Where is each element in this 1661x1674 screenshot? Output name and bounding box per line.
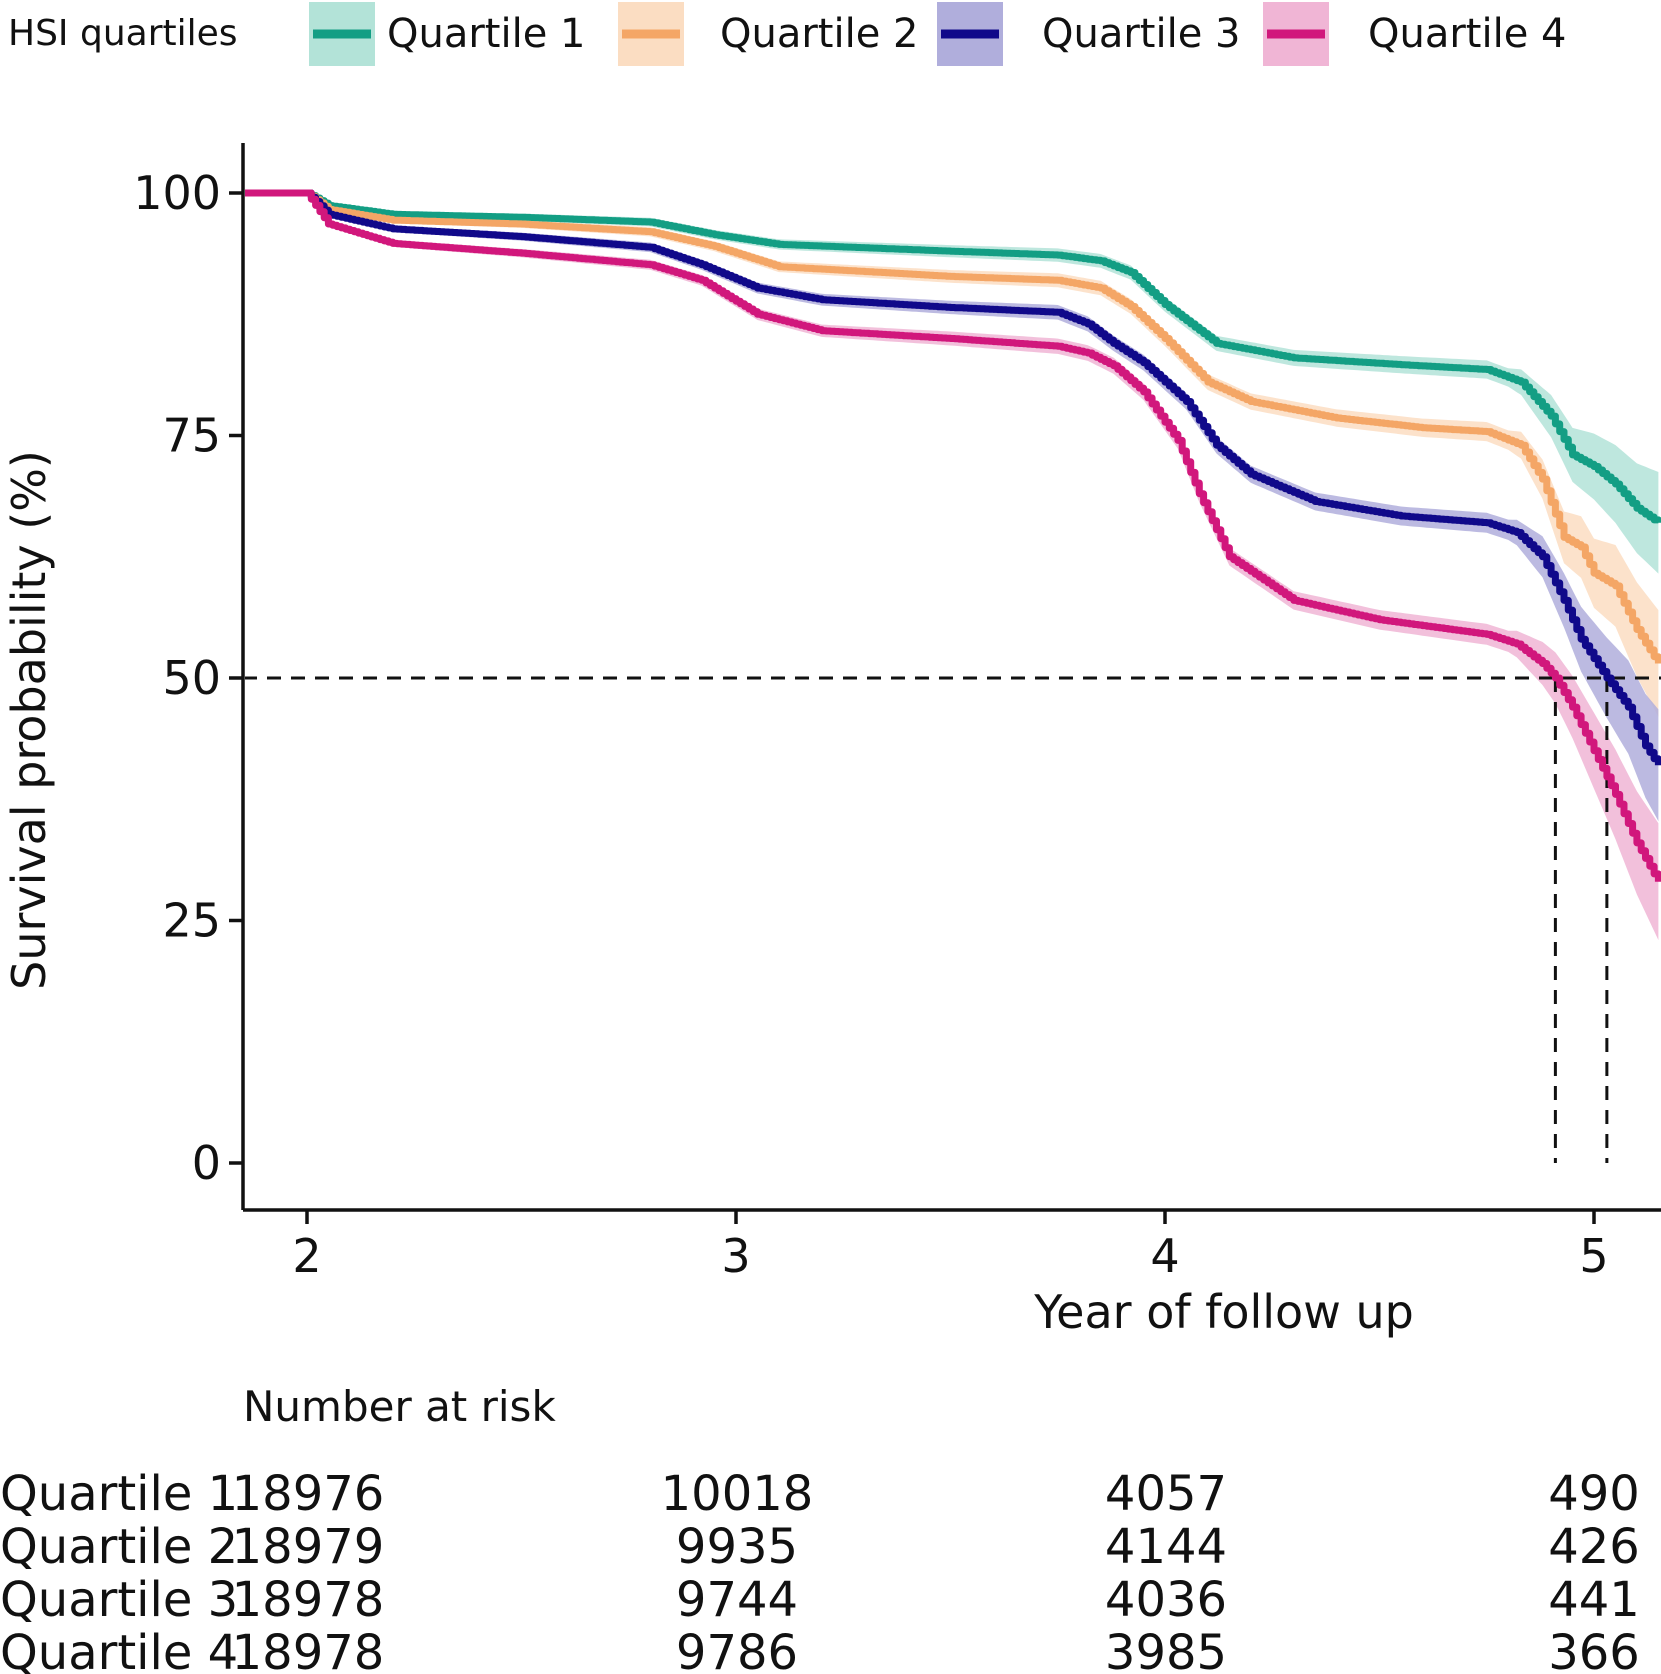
risk-row-label: Quartile 3 (0, 1572, 238, 1628)
risk-cell: 4057 (1105, 1466, 1227, 1522)
y-tick-label: 0 (192, 1136, 221, 1190)
legend-label-q4: Quartile 4 (1368, 11, 1566, 57)
risk-row-quartile-3: Quartile 3 18978 9744 4036 441 (0, 1572, 1640, 1628)
risk-cell: 18976 (232, 1466, 385, 1522)
risk-row-label: Quartile 2 (0, 1519, 238, 1575)
survival-curve-quartile-4 (245, 189, 1661, 882)
legend-label-q2: Quartile 2 (720, 11, 918, 57)
risk-row-quartile-4: Quartile 4 18978 9786 3985 366 (0, 1625, 1640, 1674)
survival-curve-quartile-2 (245, 189, 1661, 664)
legend-item-quartile-1: Quartile 1 (309, 2, 585, 66)
risk-table-title: Number at risk (243, 1382, 556, 1431)
risk-cell: 9786 (676, 1625, 798, 1674)
confidence-bands (245, 193, 1659, 941)
risk-cell: 18978 (232, 1625, 385, 1674)
legend-label-q1: Quartile 1 (387, 11, 585, 57)
survival-curve-quartile-1 (245, 189, 1661, 524)
legend-item-quartile-3: Quartile 3 (937, 2, 1240, 66)
risk-cell: 9744 (676, 1572, 798, 1628)
survival-curve-quartile-3 (245, 189, 1661, 766)
risk-cell: 426 (1548, 1519, 1640, 1575)
risk-cell: 490 (1548, 1466, 1640, 1522)
risk-cell: 4144 (1105, 1519, 1227, 1575)
risk-table: Number at risk Quartile 1 18976 10018 40… (0, 1382, 1640, 1674)
risk-row-label: Quartile 4 (0, 1625, 238, 1674)
x-tick-label: 2 (292, 1229, 321, 1283)
risk-cell: 18978 (232, 1572, 385, 1628)
legend-label-q3: Quartile 3 (1042, 11, 1240, 57)
x-axis-ticks: 2 3 4 5 (292, 1210, 1609, 1283)
legend: HSI quartiles Quartile 1 Quartile 2 Quar… (8, 2, 1566, 66)
ci-band-quartile-4 (245, 193, 1659, 941)
survival-curves (245, 189, 1661, 882)
risk-row-quartile-1: Quartile 1 18976 10018 4057 490 (0, 1466, 1640, 1522)
y-axis-title: Survival probability (%) (2, 450, 56, 990)
x-tick-label: 5 (1579, 1229, 1608, 1283)
risk-cell: 366 (1548, 1625, 1640, 1674)
x-axis-title: Year of follow up (1033, 1285, 1414, 1339)
y-tick-label: 75 (162, 409, 221, 463)
y-tick-label: 50 (162, 651, 221, 705)
axes: 0 25 50 75 100 2 3 4 5 (133, 143, 1661, 1283)
risk-cell: 3985 (1105, 1625, 1227, 1674)
x-tick-label: 3 (721, 1229, 750, 1283)
ci-band-quartile-3 (245, 193, 1659, 822)
y-tick-label: 25 (162, 894, 221, 948)
y-axis-ticks: 0 25 50 75 100 (133, 166, 243, 1190)
plot-area (245, 189, 1661, 1163)
legend-item-quartile-4: Quartile 4 (1263, 2, 1566, 66)
x-tick-label: 4 (1150, 1229, 1179, 1283)
legend-item-quartile-2: Quartile 2 (618, 2, 918, 66)
y-tick-label: 100 (133, 166, 221, 220)
reference-lines (245, 676, 1661, 1163)
risk-row-label: Quartile 1 (0, 1466, 238, 1522)
risk-cell: 10018 (661, 1466, 814, 1522)
legend-title: HSI quartiles (8, 13, 238, 54)
risk-cell: 441 (1548, 1572, 1640, 1628)
risk-cell: 9935 (676, 1519, 798, 1575)
risk-row-quartile-2: Quartile 2 18979 9935 4144 426 (0, 1519, 1640, 1575)
risk-cell: 18979 (232, 1519, 385, 1575)
risk-cell: 4036 (1105, 1572, 1227, 1628)
